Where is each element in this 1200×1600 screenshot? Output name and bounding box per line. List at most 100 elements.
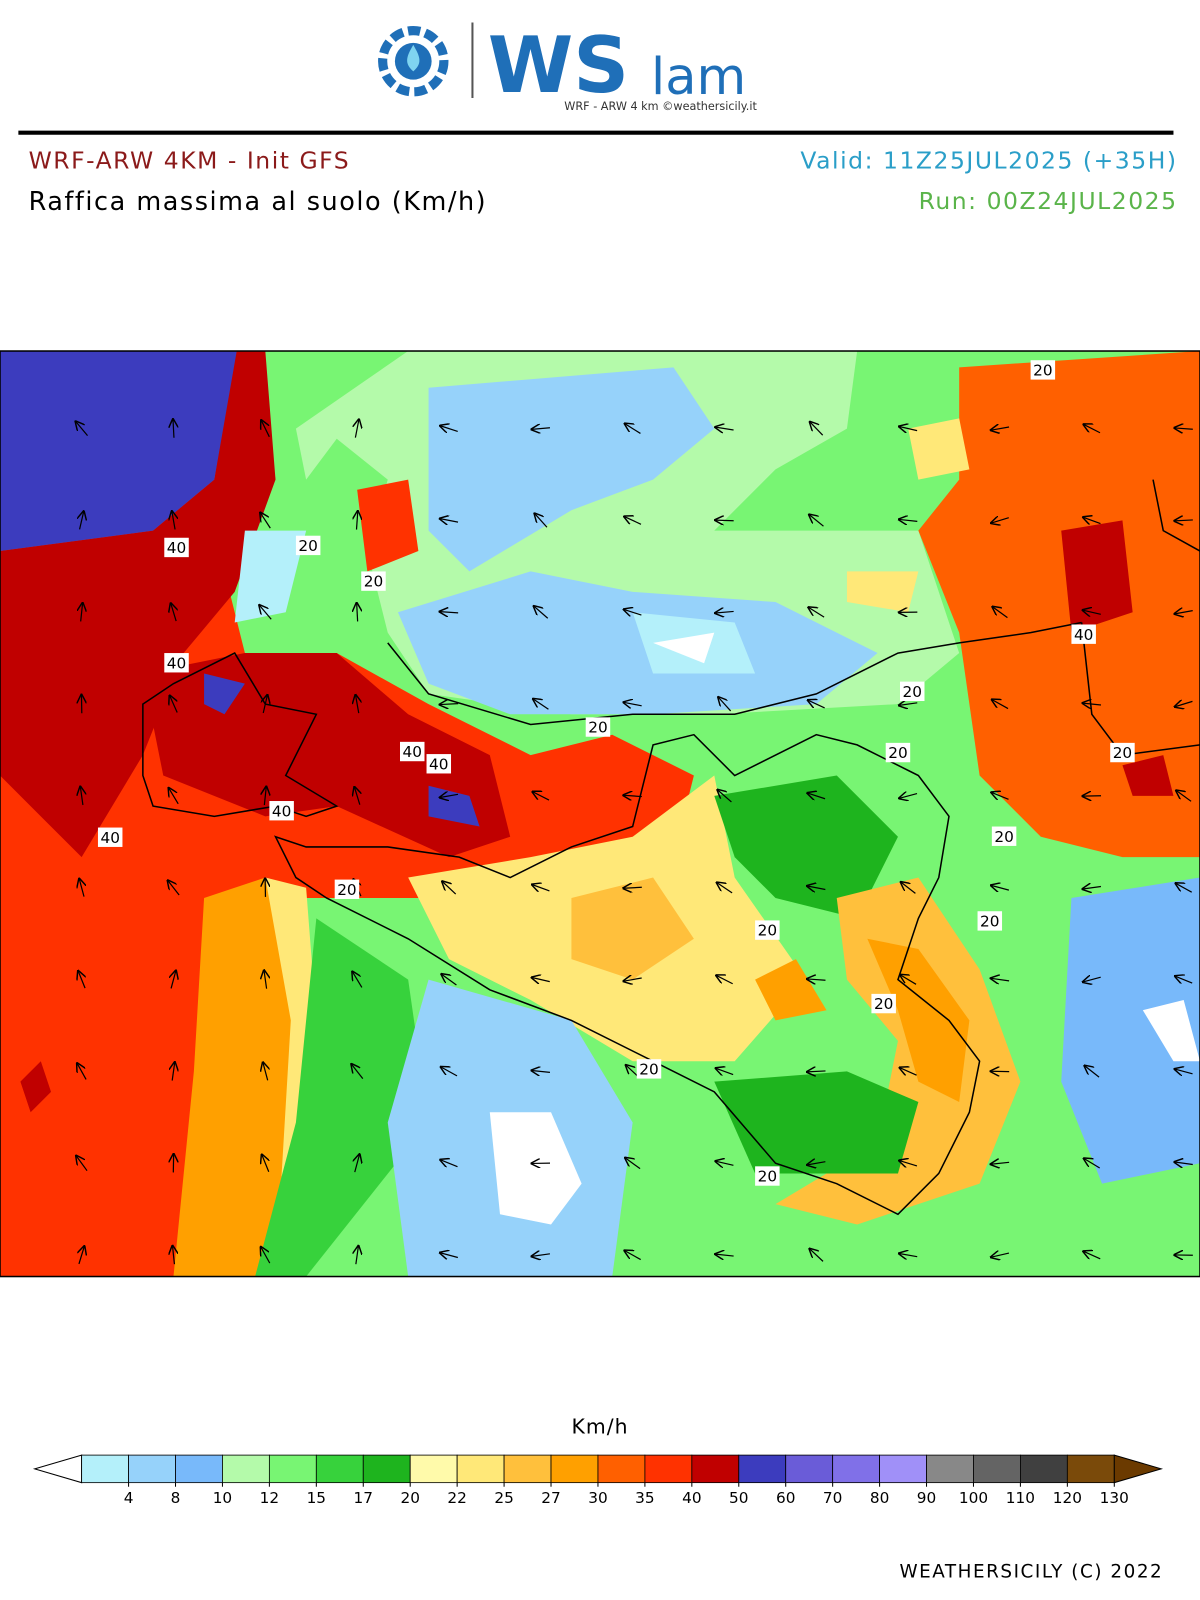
wind-arrow — [535, 514, 548, 528]
wind-arrow — [440, 426, 458, 432]
contour-labels: 40 20 20 40 40 40 40 40 20 20 20 40 20 20 20 20 20 20 20 20… — [97, 360, 1135, 1186]
wind-arrow — [168, 881, 180, 896]
colorbar-tick-label: 4 — [124, 1489, 134, 1507]
wind-arrow — [899, 1161, 918, 1166]
wind-arrow — [262, 1155, 269, 1173]
wind-arrow — [442, 974, 457, 986]
logo: WS lam WRF - ARW 4 km ©weathersicily.it — [378, 21, 757, 113]
wind-arrow — [808, 700, 825, 709]
wind-arrow — [1175, 428, 1193, 429]
wind-arrow — [171, 603, 176, 622]
wind-arrow — [440, 1253, 459, 1258]
wind-arrow — [532, 1070, 551, 1072]
wind-arrow — [80, 787, 83, 806]
logo-text: WS — [488, 21, 629, 111]
wind-arrow — [807, 1071, 826, 1072]
footer: WEATHERSICILY (C) 2022 — [899, 1562, 1163, 1583]
colorbar-swatch — [1020, 1454, 1068, 1484]
colorbar-swatch — [503, 1454, 552, 1484]
contour-label: 20 — [1033, 362, 1052, 380]
wind-arrow — [263, 695, 267, 714]
contour-label-box — [991, 826, 1017, 846]
wind-arrow — [624, 517, 642, 525]
wind-arrow — [991, 1253, 1010, 1257]
wind-arrow — [440, 519, 459, 523]
colorbar-above — [1113, 1454, 1164, 1484]
contour-label-box — [97, 827, 123, 847]
contour-label: 20 — [1113, 744, 1132, 762]
colorbar-swatch — [785, 1454, 834, 1484]
wind-arrow — [1085, 1066, 1100, 1078]
colorbar-swatch — [879, 1454, 927, 1484]
wind-arrow — [440, 1160, 458, 1167]
colorbar-swatch — [738, 1454, 787, 1484]
wind-arrow — [1084, 424, 1101, 434]
wind-arrow — [624, 609, 642, 615]
contour-label: 20 — [994, 828, 1013, 846]
wind-arrow — [1175, 976, 1193, 983]
wind-arrow — [992, 700, 1009, 710]
wind-arrow — [1175, 520, 1193, 521]
wind-arrow — [901, 882, 916, 894]
wind-arrow — [77, 1063, 87, 1080]
wind-arrow — [532, 1254, 550, 1257]
colorbar-tick-label: 70 — [823, 1489, 842, 1507]
wind-arrow — [899, 794, 918, 799]
colorbar-swatch — [128, 1454, 176, 1484]
wind-arrow — [264, 787, 266, 806]
colorbar-tick-label: 120 — [1053, 1489, 1082, 1507]
wind-arrow — [991, 978, 1010, 981]
wind-arrow — [625, 424, 641, 434]
wind-arrow — [81, 603, 83, 622]
wind-arrow — [441, 1067, 458, 1077]
colorbar-tick-label: 50 — [729, 1489, 748, 1507]
colorbar-tick-label: 30 — [588, 1489, 607, 1507]
colorbar-swatch — [362, 1454, 411, 1484]
wind-arrow — [533, 792, 550, 801]
wind-arrow — [172, 1062, 175, 1081]
colorbar-tick-label: 130 — [1100, 1489, 1129, 1507]
wind-arrow — [716, 1068, 734, 1074]
wind-arrow — [356, 1246, 359, 1265]
colorbar-tick-label: 22 — [447, 1489, 466, 1507]
wind-arrow — [715, 611, 734, 613]
wind-arrow — [442, 881, 457, 895]
wind-arrow — [263, 1063, 268, 1081]
wind-arrow — [809, 607, 825, 618]
contour-label-box — [1030, 360, 1056, 380]
wind-arrow — [899, 427, 918, 431]
wind-arrow — [79, 879, 84, 897]
wind-arrow — [170, 696, 178, 713]
contour-label: 40 — [167, 539, 186, 557]
contour-label-box — [755, 920, 780, 940]
colorbar-tick-label: 20 — [400, 1489, 419, 1507]
contour-label: 20 — [903, 683, 922, 701]
wind-arrow — [78, 971, 85, 989]
legend-unit: Km/h — [571, 1415, 628, 1439]
contour-label: 40 — [403, 743, 422, 761]
wind-arrow — [533, 699, 549, 710]
colorbar-tick-label: 35 — [635, 1489, 654, 1507]
wind-arrow — [716, 975, 733, 985]
colorbar-swatch — [550, 1454, 599, 1484]
colorbar-swatch — [81, 1454, 129, 1484]
colorbar-swatch — [268, 1454, 317, 1484]
wind-arrow — [1083, 1251, 1101, 1260]
contour-label-box — [755, 1166, 780, 1186]
wind-arrow — [357, 603, 358, 622]
contour-label: 20 — [758, 922, 777, 940]
wind-arrow — [260, 513, 271, 529]
contour-label-box — [269, 801, 294, 821]
contour-label-box — [1071, 624, 1096, 644]
wind-arrow — [899, 519, 918, 521]
wind-arrow — [356, 695, 359, 714]
wind-arrow — [624, 702, 642, 706]
contour-label: 20 — [874, 995, 893, 1013]
colorbar-swatch — [1066, 1454, 1115, 1484]
wind-arrow — [991, 792, 1009, 799]
contour-label-box — [361, 571, 386, 591]
colorbar-tick-label: 110 — [1006, 1489, 1035, 1507]
wind-arrow — [809, 515, 824, 527]
valid-time: Valid: 11Z25JUL2025 (+35H) — [800, 146, 1177, 174]
